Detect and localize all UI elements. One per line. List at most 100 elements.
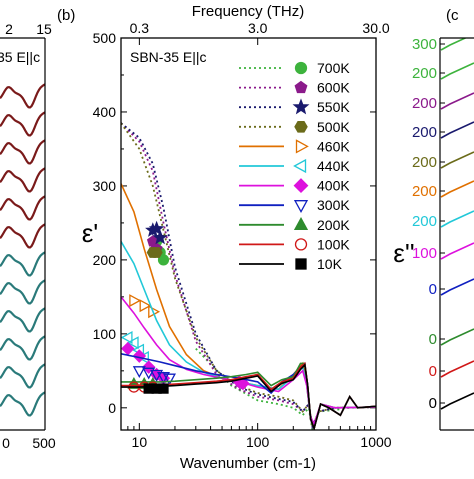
panel-a-top-tick-1: 2 <box>5 21 13 37</box>
panel-c-curve <box>440 242 474 260</box>
legend-100k-label: 100K <box>317 236 350 252</box>
top-tick-label: 3.0 <box>248 20 268 36</box>
series-400k-point <box>132 349 147 363</box>
panel-a-top-tick-2: 15 <box>36 21 52 37</box>
series-460k-point <box>139 299 152 313</box>
panel-a-curve <box>0 139 45 165</box>
panel-a-curve <box>0 391 45 417</box>
series-300k-point <box>132 366 146 379</box>
legend-700k-label: 700K <box>317 60 350 76</box>
legend-440k-label: 440K <box>317 158 350 174</box>
legend-10k-marker <box>295 258 307 270</box>
series-400k-point <box>141 360 156 374</box>
legend-460k-marker <box>295 139 309 154</box>
series-550k-point <box>148 220 165 236</box>
y-tick-label: 400 <box>93 104 117 120</box>
x-axis-label: Wavenumber (cm-1) <box>180 455 316 472</box>
panel-c-curve <box>440 392 474 410</box>
series-700k-line <box>195 347 376 430</box>
panel-a-curve <box>0 363 45 389</box>
panel-c-curve <box>440 278 474 296</box>
legend: 700K 600K 550K 500K 460K 440K 400K 300K 200K 100K… <box>239 60 350 272</box>
series-700k-point <box>157 254 170 266</box>
panel-a-curve <box>0 167 45 193</box>
panel-c-offset-label: 200 <box>412 183 437 200</box>
panel-c-curve <box>440 62 474 80</box>
panel-c-offset-label: 200 <box>412 65 437 82</box>
series-500k-line <box>121 122 376 430</box>
panel-c-curve <box>440 180 474 198</box>
y-tick-label: 300 <box>93 178 117 194</box>
x-tick-label: 1000 <box>360 434 391 450</box>
legend-460k-label: 460K <box>317 138 350 154</box>
series-10k-point <box>158 383 169 394</box>
panel-c-offset-label: 200 <box>412 213 437 230</box>
panel-c-curve <box>440 151 474 169</box>
panel-a-curve <box>0 251 45 277</box>
panel-a-legend-title: 35 E||c <box>0 49 40 65</box>
panel-a-bottom-tick-1: 0 <box>2 435 10 451</box>
series-10k-line <box>121 363 376 430</box>
y-tick-label: 200 <box>93 252 117 268</box>
panel-c-offset-label: 100 <box>412 245 437 262</box>
panel-a-curve <box>0 307 45 333</box>
panel-a-curve <box>0 335 45 361</box>
series-300k-point <box>163 373 176 386</box>
panel-a-bottom-tick-2: 500 <box>32 435 56 451</box>
panel-c-curve <box>440 210 474 228</box>
x-tick-label: 10 <box>132 434 148 450</box>
panel-a-curve <box>0 223 45 249</box>
legend-700k-marker <box>294 61 308 75</box>
series-500k-point <box>150 247 163 258</box>
panel-b-legend-title: SBN-35 E||c <box>130 49 207 65</box>
panel-b-ticks: 0 100 200 300 400 500 10 100 1000 0.3 3.0 30.0 <box>93 20 392 450</box>
top-tick-label: 0.3 <box>130 20 150 36</box>
legend-400k-label: 400K <box>317 178 350 194</box>
panel-a-curve <box>0 195 45 221</box>
y-tick-label: 500 <box>93 30 117 46</box>
panel-c: (c ε'' 300 200 200 200 200 200 200 100 0 0 0 0 <box>393 7 474 431</box>
y-axis-label: ε' <box>82 218 99 248</box>
panel-c-offset-label: 0 <box>429 395 437 412</box>
panel-a: 2 15 0 500 35 E||c <box>0 21 56 451</box>
legend-440k-marker <box>293 158 307 174</box>
panel-c-curves <box>440 38 474 410</box>
legend-200k-marker <box>293 216 309 230</box>
panel-c-offset-label: 0 <box>429 281 437 298</box>
panel-c-offset-label: 300 <box>412 36 437 53</box>
legend-600k-marker <box>294 80 308 94</box>
panel-b: (b) Frequency (THz) Wavenumber (cm-1) ε'… <box>57 3 392 472</box>
panel-c-offset-label: 0 <box>429 331 437 348</box>
panel-a-curve <box>0 279 45 305</box>
y-tick-label: 0 <box>108 400 116 416</box>
legend-400k-marker <box>293 178 309 194</box>
panel-c-curve <box>440 92 474 110</box>
panel-c-curve <box>440 38 468 51</box>
legend-300k-marker <box>293 200 309 214</box>
panel-c-y-axis-label: ε'' <box>393 238 415 268</box>
panel-b-frame <box>120 37 377 431</box>
series-550k-point <box>152 229 168 245</box>
series-400k-point <box>236 376 250 391</box>
legend-500k-label: 500K <box>317 119 350 135</box>
panel-a-curves <box>0 83 45 417</box>
series-460k-point <box>129 294 142 308</box>
panel-b-series <box>121 122 376 430</box>
series-440k-point <box>121 331 133 344</box>
panel-c-offset-labels: 300 200 200 200 200 200 200 100 0 0 0 0 <box>412 36 445 412</box>
legend-550k-marker <box>292 98 310 115</box>
panel-c-offset-label: 200 <box>412 154 437 171</box>
y-tick-label: 100 <box>93 326 117 342</box>
panel-c-offset-label: 200 <box>412 95 437 112</box>
series-400k-line <box>121 296 376 427</box>
panel-c-curve <box>440 121 474 139</box>
series-440k-point <box>126 336 139 350</box>
panel-a-curve <box>0 111 45 137</box>
panel-c-offset-label: 200 <box>412 124 437 141</box>
panel-c-curve <box>440 360 474 378</box>
top-axis-label: Frequency (THz) <box>192 3 305 20</box>
panel-b-label: (b) <box>57 7 75 24</box>
x-tick-label: 100 <box>246 434 270 450</box>
legend-100k-marker <box>294 238 308 251</box>
